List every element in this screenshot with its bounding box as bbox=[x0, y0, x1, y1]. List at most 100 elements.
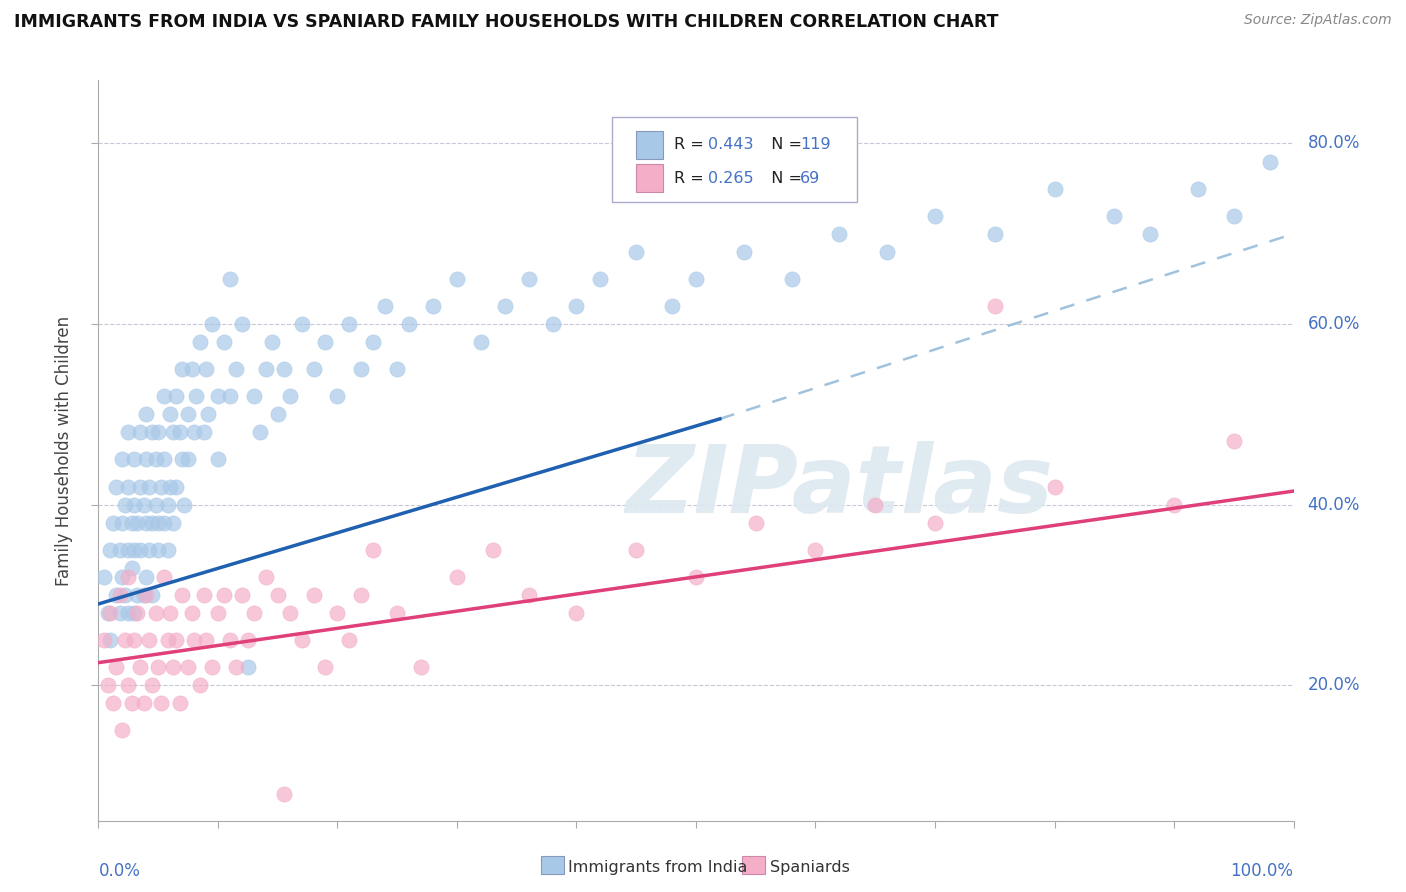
Point bbox=[121, 516, 143, 530]
Point bbox=[125, 606, 148, 620]
Point bbox=[254, 362, 277, 376]
Point bbox=[141, 516, 163, 530]
Point bbox=[273, 362, 295, 376]
Point bbox=[159, 606, 181, 620]
Point bbox=[141, 678, 163, 692]
Point bbox=[339, 317, 361, 331]
Text: 40.0%: 40.0% bbox=[1308, 496, 1360, 514]
Point bbox=[243, 606, 266, 620]
Point bbox=[422, 299, 444, 313]
Point bbox=[149, 479, 172, 493]
Point bbox=[254, 570, 277, 584]
Point bbox=[188, 335, 211, 350]
Point bbox=[180, 606, 202, 620]
Point bbox=[169, 696, 191, 710]
Point bbox=[159, 479, 181, 493]
Point bbox=[984, 227, 1007, 241]
Point bbox=[374, 299, 396, 313]
Point bbox=[236, 633, 259, 648]
Point bbox=[315, 660, 337, 674]
Point bbox=[108, 606, 131, 620]
Point bbox=[145, 498, 167, 512]
Point bbox=[1104, 209, 1126, 223]
Point bbox=[219, 633, 242, 648]
Point bbox=[124, 542, 146, 557]
Point bbox=[162, 425, 184, 440]
Point bbox=[780, 272, 803, 286]
Point bbox=[141, 425, 163, 440]
Text: 80.0%: 80.0% bbox=[1308, 135, 1360, 153]
Point bbox=[350, 362, 373, 376]
Text: 20.0%: 20.0% bbox=[1308, 676, 1360, 694]
Text: 119: 119 bbox=[800, 137, 831, 153]
Point bbox=[114, 498, 136, 512]
Point bbox=[186, 389, 208, 403]
Point bbox=[195, 362, 218, 376]
Point bbox=[101, 696, 124, 710]
Point bbox=[302, 362, 325, 376]
Point bbox=[481, 542, 505, 557]
Point bbox=[132, 696, 155, 710]
Point bbox=[105, 588, 128, 602]
Point bbox=[326, 389, 349, 403]
Text: ZIPatlas: ZIPatlas bbox=[626, 442, 1053, 533]
Point bbox=[138, 633, 160, 648]
Point bbox=[172, 362, 194, 376]
Point bbox=[1043, 181, 1066, 195]
Point bbox=[177, 452, 200, 467]
Point bbox=[745, 516, 768, 530]
Point bbox=[541, 317, 564, 331]
Point bbox=[180, 362, 202, 376]
Text: Spaniards: Spaniards bbox=[770, 860, 851, 874]
Point bbox=[385, 606, 409, 620]
Point bbox=[97, 678, 120, 692]
Point bbox=[517, 272, 540, 286]
Point bbox=[98, 633, 122, 648]
Point bbox=[267, 408, 290, 422]
Point bbox=[153, 452, 176, 467]
Point bbox=[446, 570, 468, 584]
Text: 0.0%: 0.0% bbox=[98, 863, 141, 880]
Point bbox=[470, 335, 492, 350]
Point bbox=[156, 498, 179, 512]
Point bbox=[124, 498, 146, 512]
Point bbox=[243, 389, 266, 403]
Point bbox=[984, 299, 1007, 313]
Point bbox=[1139, 227, 1161, 241]
Point bbox=[148, 542, 170, 557]
Point bbox=[219, 389, 242, 403]
Point bbox=[135, 516, 157, 530]
Point bbox=[339, 633, 361, 648]
Point bbox=[231, 317, 253, 331]
Point bbox=[302, 588, 325, 602]
Point bbox=[411, 660, 433, 674]
Point bbox=[124, 633, 146, 648]
Point bbox=[231, 588, 253, 602]
Point bbox=[145, 452, 167, 467]
Point bbox=[93, 633, 115, 648]
Point bbox=[1043, 479, 1066, 493]
Text: N =: N = bbox=[761, 137, 807, 153]
Point bbox=[153, 516, 176, 530]
Point bbox=[124, 606, 146, 620]
Y-axis label: Family Households with Children: Family Households with Children bbox=[55, 316, 73, 585]
Point bbox=[565, 606, 588, 620]
Point bbox=[865, 498, 887, 512]
Point bbox=[291, 633, 314, 648]
Point bbox=[626, 542, 648, 557]
Point bbox=[207, 606, 229, 620]
Point bbox=[236, 660, 259, 674]
Point bbox=[97, 606, 120, 620]
Text: IMMIGRANTS FROM INDIA VS SPANIARD FAMILY HOUSEHOLDS WITH CHILDREN CORRELATION CH: IMMIGRANTS FROM INDIA VS SPANIARD FAMILY… bbox=[14, 13, 998, 31]
Point bbox=[156, 633, 179, 648]
Point bbox=[273, 787, 295, 801]
Point bbox=[173, 498, 195, 512]
Point bbox=[125, 588, 148, 602]
Point bbox=[108, 588, 131, 602]
Point bbox=[111, 452, 134, 467]
Point bbox=[315, 335, 337, 350]
Point bbox=[135, 570, 157, 584]
Point bbox=[111, 570, 134, 584]
Point bbox=[117, 606, 139, 620]
Point bbox=[149, 696, 172, 710]
